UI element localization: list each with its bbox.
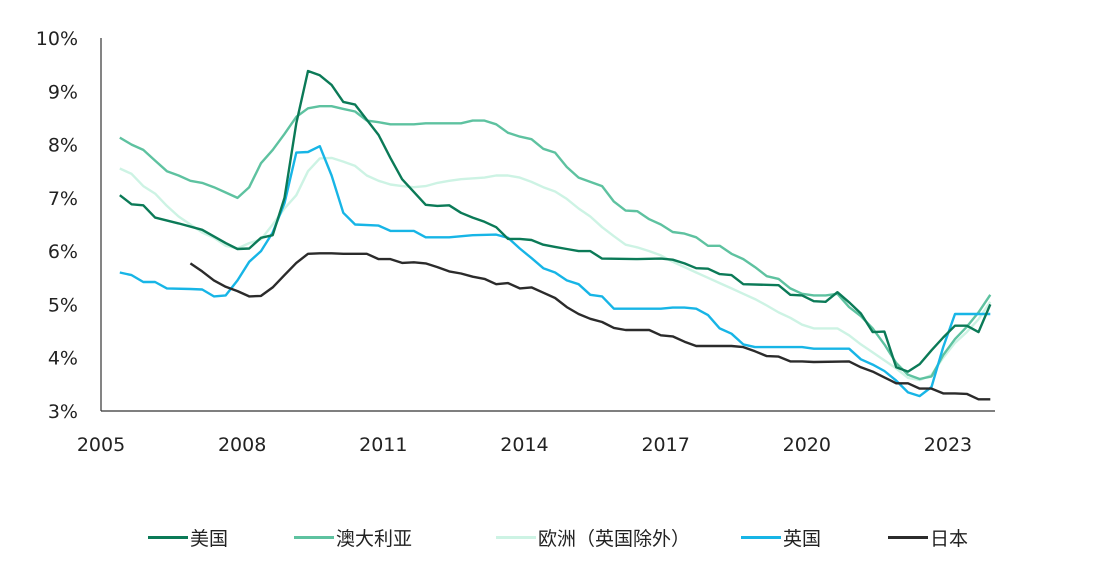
axes — [100, 38, 995, 412]
y-tick-label: 6% — [48, 241, 78, 263]
series-lines — [119, 69, 992, 401]
chart-legend: 美国 澳大利亚 欧洲（英国除外） 英国 日本 — [0, 520, 1102, 554]
y-tick-label: 9% — [48, 81, 78, 103]
legend-label: 美国 — [190, 527, 229, 550]
legend-item: 欧洲（英国除外） — [496, 520, 690, 554]
series-line — [119, 144, 991, 398]
legend-swatch — [294, 535, 334, 539]
x-tick-label: 2017 — [641, 434, 689, 456]
x-tick-label: 2005 — [77, 434, 125, 456]
legend-label: 澳大利亚 — [336, 527, 413, 550]
tick-labels: 3% 4% 5% 6% 7% 8% 9% 10% 2005 2008 2011 2014 2017 202… — [36, 28, 972, 456]
series-line — [189, 252, 991, 401]
legend-item: 澳大利亚 — [294, 520, 412, 554]
legend-swatch — [888, 535, 928, 539]
legend-swatch — [148, 535, 188, 539]
x-tick-label: 2014 — [500, 434, 548, 456]
series-line — [119, 69, 992, 373]
legend-swatch — [741, 535, 781, 539]
x-tick-label: 2020 — [783, 434, 831, 456]
legend-label: 日本 — [930, 527, 969, 550]
line-chart: 3% 4% 5% 6% 7% 8% 9% 10% 2005 2008 2011 2014 2017 202… — [36, 28, 995, 456]
legend-label: 英国 — [783, 527, 822, 550]
legend-item: 英国 — [741, 520, 821, 554]
legend-swatch — [496, 535, 536, 539]
x-tick-label: 2008 — [218, 434, 266, 456]
y-tick-label: 4% — [48, 348, 78, 370]
legend-item: 美国 — [148, 520, 228, 554]
legend-label: 欧洲（英国除外） — [538, 527, 691, 550]
y-tick-label: 3% — [48, 401, 78, 423]
y-tick-label: 5% — [48, 294, 78, 316]
x-tick-label: 2011 — [359, 434, 407, 456]
x-tick-label: 2023 — [924, 434, 972, 456]
series-line — [119, 156, 992, 382]
y-tick-label: 7% — [48, 188, 78, 210]
series-line — [119, 104, 992, 381]
y-tick-label: 8% — [48, 135, 78, 157]
legend-item: 日本 — [888, 520, 968, 554]
y-tick-label: 10% — [36, 28, 78, 50]
